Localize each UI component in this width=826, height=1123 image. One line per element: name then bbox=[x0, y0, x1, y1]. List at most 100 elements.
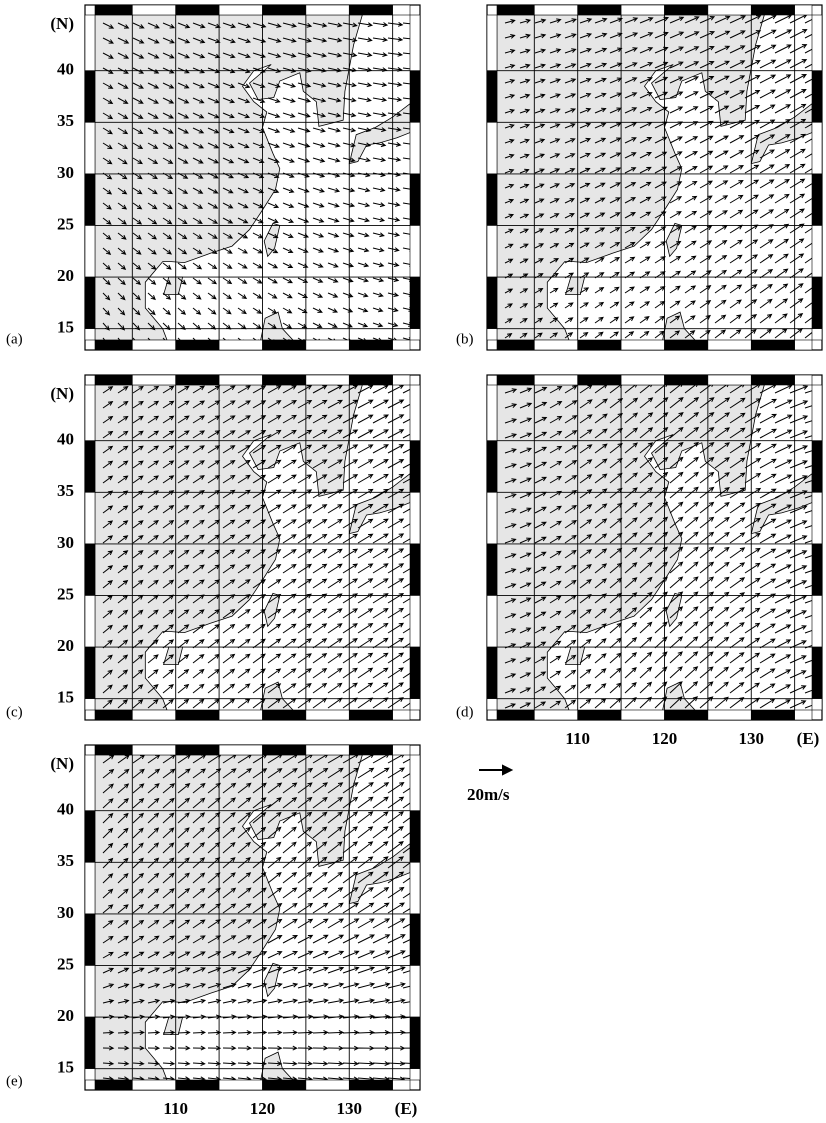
border-tick bbox=[812, 329, 822, 340]
map-panel bbox=[487, 5, 822, 350]
border-tick bbox=[487, 277, 497, 329]
border-tick bbox=[410, 15, 420, 71]
lat-label: 25 bbox=[57, 584, 74, 603]
border-tick bbox=[349, 5, 392, 15]
border-tick bbox=[262, 375, 305, 385]
figure: (a)(N)403530252015(b)(c)(N)403530252015(… bbox=[0, 0, 826, 1123]
border-tick bbox=[85, 277, 95, 329]
lat-label: 35 bbox=[57, 851, 74, 870]
border-tick bbox=[812, 699, 822, 710]
border-tick bbox=[487, 441, 497, 493]
border-tick bbox=[664, 340, 707, 350]
map-panel bbox=[487, 375, 823, 720]
lat-label: 20 bbox=[57, 636, 74, 655]
lat-label: 30 bbox=[57, 533, 74, 552]
lat-label: 20 bbox=[57, 266, 74, 285]
lat-label: 15 bbox=[57, 688, 74, 707]
border-tick bbox=[306, 745, 349, 755]
border-tick bbox=[176, 710, 219, 720]
border-tick bbox=[349, 1080, 392, 1090]
border-tick bbox=[410, 811, 420, 863]
lat-label: 40 bbox=[57, 800, 74, 819]
border-tick bbox=[812, 122, 822, 174]
border-tick bbox=[497, 340, 534, 350]
border-tick bbox=[410, 441, 420, 493]
border-tick bbox=[410, 492, 420, 544]
lat-label: 25 bbox=[57, 214, 74, 233]
border-tick bbox=[410, 277, 420, 329]
border-tick bbox=[487, 122, 497, 174]
border-tick bbox=[708, 375, 751, 385]
border-tick bbox=[306, 710, 349, 720]
border-tick bbox=[132, 375, 175, 385]
border-tick bbox=[176, 745, 219, 755]
border-tick bbox=[812, 15, 822, 71]
lon-label: 110 bbox=[163, 1099, 188, 1118]
border-tick bbox=[393, 745, 410, 755]
border-tick bbox=[534, 375, 577, 385]
border-tick bbox=[812, 71, 822, 123]
border-tick bbox=[262, 745, 305, 755]
border-tick bbox=[132, 340, 175, 350]
border-tick bbox=[812, 385, 822, 441]
border-tick bbox=[812, 441, 822, 493]
border-tick bbox=[176, 1080, 219, 1090]
panel-label: (b) bbox=[456, 331, 474, 347]
border-tick bbox=[132, 1080, 175, 1090]
border-tick bbox=[621, 5, 664, 15]
border-tick bbox=[349, 375, 392, 385]
lat-label: 35 bbox=[57, 111, 74, 130]
border-tick bbox=[393, 375, 410, 385]
border-tick bbox=[410, 699, 420, 710]
lon-label: (E) bbox=[395, 1099, 418, 1118]
border-tick bbox=[85, 1017, 95, 1069]
border-tick bbox=[132, 5, 175, 15]
border-tick bbox=[410, 1017, 420, 1069]
border-tick bbox=[487, 71, 497, 123]
border-tick bbox=[487, 492, 497, 544]
border-tick bbox=[578, 710, 621, 720]
border-tick bbox=[85, 699, 95, 710]
border-tick bbox=[349, 745, 392, 755]
border-tick bbox=[621, 375, 664, 385]
border-tick bbox=[410, 174, 420, 226]
border-tick bbox=[85, 329, 95, 340]
border-tick bbox=[621, 710, 664, 720]
border-tick bbox=[176, 375, 219, 385]
border-tick bbox=[708, 710, 751, 720]
lon-label: 110 bbox=[565, 729, 590, 748]
border-tick bbox=[349, 340, 392, 350]
border-tick bbox=[410, 914, 420, 966]
border-tick bbox=[85, 15, 95, 71]
border-tick bbox=[795, 340, 812, 350]
border-tick bbox=[95, 375, 132, 385]
border-tick bbox=[95, 5, 132, 15]
border-tick bbox=[95, 1080, 132, 1090]
border-tick bbox=[812, 595, 822, 647]
lon-label: 130 bbox=[337, 1099, 363, 1118]
border-tick bbox=[664, 710, 707, 720]
border-tick bbox=[497, 710, 534, 720]
lat-label: 15 bbox=[57, 1058, 74, 1077]
border-tick bbox=[306, 340, 349, 350]
border-tick bbox=[85, 965, 95, 1017]
panel-label: (d) bbox=[456, 704, 474, 720]
border-tick bbox=[410, 71, 420, 123]
border-tick bbox=[410, 329, 420, 340]
border-tick bbox=[795, 5, 812, 15]
border-tick bbox=[410, 122, 420, 174]
border-tick bbox=[578, 5, 621, 15]
lat-label: 35 bbox=[57, 481, 74, 500]
border-tick bbox=[410, 385, 420, 441]
border-tick bbox=[578, 375, 621, 385]
border-tick bbox=[262, 1080, 305, 1090]
border-tick bbox=[410, 647, 420, 699]
border-tick bbox=[85, 914, 95, 966]
lon-label: (E) bbox=[797, 729, 820, 748]
border-tick bbox=[95, 745, 132, 755]
border-tick bbox=[487, 385, 497, 441]
border-tick bbox=[410, 225, 420, 277]
lat-label: 30 bbox=[57, 903, 74, 922]
border-tick bbox=[85, 385, 95, 441]
border-tick bbox=[534, 5, 577, 15]
